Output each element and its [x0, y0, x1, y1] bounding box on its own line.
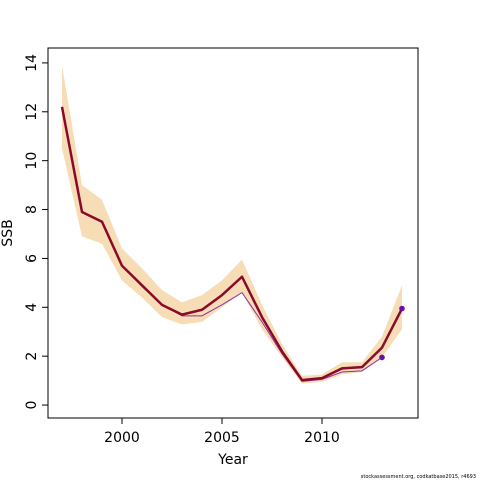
- y-tick-label: 14: [24, 54, 40, 72]
- x-axis-label: Year: [217, 452, 248, 468]
- end-marker: [379, 354, 385, 361]
- x-tick-label: 2005: [204, 430, 240, 446]
- y-tick-label: 8: [24, 205, 40, 214]
- footer: stockassessment.org, codkatbase2015, r46…: [361, 474, 476, 480]
- confidence-band: [62, 65, 402, 384]
- plot-frame: [47, 47, 419, 419]
- x-tick-label: 2010: [304, 430, 340, 446]
- series-line: [60, 106, 404, 382]
- y-tick-label: 10: [24, 152, 40, 170]
- y-tick-label: 12: [24, 103, 40, 121]
- y-tick-label: 2: [24, 352, 40, 361]
- y-axis-label: SSB: [0, 219, 16, 246]
- x-tick-label: 2000: [104, 430, 140, 446]
- y-tick-label: 4: [24, 303, 40, 312]
- y-tick-label: 0: [24, 401, 40, 410]
- end-marker: [399, 305, 405, 312]
- y-tick-label: 6: [24, 254, 40, 263]
